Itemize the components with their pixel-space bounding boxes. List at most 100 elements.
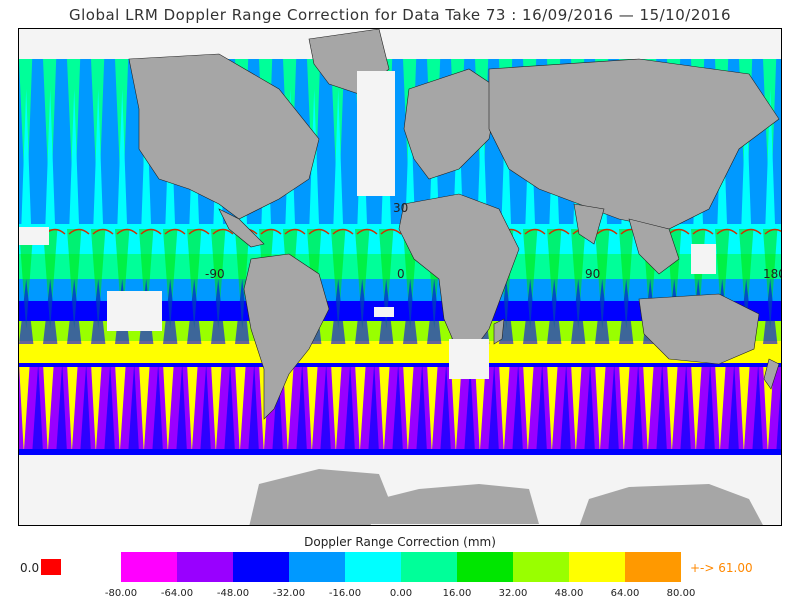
equator-swath-wedge-dark <box>331 279 346 344</box>
south-swath-wedge <box>331 363 342 453</box>
south-swath-wedge-blue <box>488 363 499 453</box>
north-swath-wedge-inner <box>477 89 487 224</box>
south-swath-wedge <box>619 363 630 453</box>
zero-value-label: 0.0 <box>20 561 40 575</box>
swath-arc <box>668 228 690 235</box>
south-swath-wedge-blue <box>392 363 403 453</box>
data-gap <box>357 71 395 196</box>
colorbar-tick-label: -16.00 <box>328 588 362 599</box>
north-swath-wedge-inner <box>765 89 775 224</box>
colorbar-swatch <box>345 552 401 582</box>
equator-swath-wedge-dark <box>187 279 202 344</box>
equator-swath-wedge-dark <box>163 279 178 344</box>
south-edge <box>19 449 781 455</box>
south-swath-wedge-blue <box>728 363 739 453</box>
north-swath-wedge-inner <box>93 89 103 224</box>
swath-arc <box>92 228 114 235</box>
lon-label-90: 90 <box>585 267 601 281</box>
chart-title: Global LRM Doppler Range Correction for … <box>68 6 731 24</box>
equator-swath-wedge-dark <box>763 279 778 344</box>
colorbar-swatch <box>569 552 625 582</box>
australia <box>638 293 760 365</box>
colorbar-tick-label: 80.00 <box>666 588 696 599</box>
map-frame: -90 0 90 180 30 <box>18 28 782 526</box>
south-swath-wedge-blue <box>296 363 307 453</box>
north-swath-wedge-inner <box>21 89 31 224</box>
colorbar-tick-label: 48.00 <box>554 588 584 599</box>
swath-arc <box>68 228 90 235</box>
south-swath-wedge <box>163 363 174 453</box>
colorbar-swatch <box>457 552 513 582</box>
equator-swath-wedge-dark <box>19 279 34 344</box>
south-swath-wedge <box>691 363 702 453</box>
swath-arc <box>740 228 762 235</box>
south-swath-wedge <box>115 363 126 453</box>
equator-swath-wedge <box>67 229 82 329</box>
south-swath-wedge <box>643 363 654 453</box>
south-swath-wedge <box>571 363 582 453</box>
north-swath-wedge-inner <box>45 89 55 224</box>
south-swath-wedge-blue <box>680 363 691 453</box>
swath-arc <box>692 228 714 235</box>
equator-swath-wedge-dark <box>91 279 106 344</box>
swath-arc <box>356 228 378 235</box>
colorbar-swatch <box>177 552 233 582</box>
swath-arc <box>764 228 781 235</box>
south-swath-wedge-blue <box>344 363 355 453</box>
land-masses <box>128 29 780 525</box>
europe <box>403 68 500 180</box>
data-gap <box>107 291 162 331</box>
colorbar-tick-label: 0.00 <box>389 588 413 599</box>
latitude-band <box>19 321 781 341</box>
north-swath-wedge-inner <box>405 89 415 224</box>
central-america <box>218 208 265 248</box>
colorbar-swatch <box>401 552 457 582</box>
colorbar-swatch <box>233 552 289 582</box>
south-swath-wedge-blue <box>536 363 547 453</box>
south-swath-wedge <box>499 363 510 453</box>
colorbar <box>121 552 681 582</box>
south-swath-wedge-blue <box>752 363 763 453</box>
south-swath-wedge <box>91 363 102 453</box>
north-swath-wedge-inner <box>333 89 343 224</box>
colorbar-tick-label: -48.00 <box>216 588 250 599</box>
north-swath-wedge-inner <box>117 89 127 224</box>
colorbar-tick-label: -80.00 <box>104 588 138 599</box>
south-swath-wedge <box>19 363 30 453</box>
south-swath-wedge-blue <box>56 363 67 453</box>
south-swath-wedge-blue <box>176 363 187 453</box>
south-swath-wedge <box>403 363 414 453</box>
south-band-top <box>19 363 781 367</box>
south-america <box>243 253 330 420</box>
south-swath-wedge <box>451 363 462 453</box>
south-swath-wedge <box>283 363 294 453</box>
south-swath-wedge-blue <box>152 363 163 453</box>
madagascar <box>493 318 505 345</box>
south-swath-wedge <box>547 363 558 453</box>
swath-arc <box>212 228 234 235</box>
lon-label-minus90: -90 <box>205 267 225 281</box>
lon-label-0: 0 <box>397 267 405 281</box>
south-swath-wedge <box>187 363 198 453</box>
data-gap <box>374 307 394 317</box>
colorbar-tick-label: 32.00 <box>498 588 528 599</box>
north-swath-wedge-inner <box>69 89 79 224</box>
south-swath-wedge <box>139 363 150 453</box>
colorbar-swatch <box>289 552 345 582</box>
south-swath-wedge-blue <box>368 363 379 453</box>
map-canvas <box>19 29 781 525</box>
south-swath-wedge <box>235 363 246 453</box>
south-swath-wedge-blue <box>776 381 781 453</box>
colorbar-label: Doppler Range Correction (mm) <box>304 535 496 549</box>
north-nodata <box>19 29 781 59</box>
swath-arc <box>308 228 330 235</box>
south-swath-wedge-blue <box>632 363 643 453</box>
swath-arc <box>332 228 354 235</box>
south-swath-wedge-blue <box>584 363 595 453</box>
swath-arc <box>140 228 162 235</box>
colorbar-tick-label: 64.00 <box>610 588 640 599</box>
antarctic-peninsula <box>249 469 389 525</box>
colorbar-tick-label: 16.00 <box>442 588 472 599</box>
lon-label-180: 180 <box>763 267 781 281</box>
equator-swath-wedge-dark <box>547 279 562 344</box>
